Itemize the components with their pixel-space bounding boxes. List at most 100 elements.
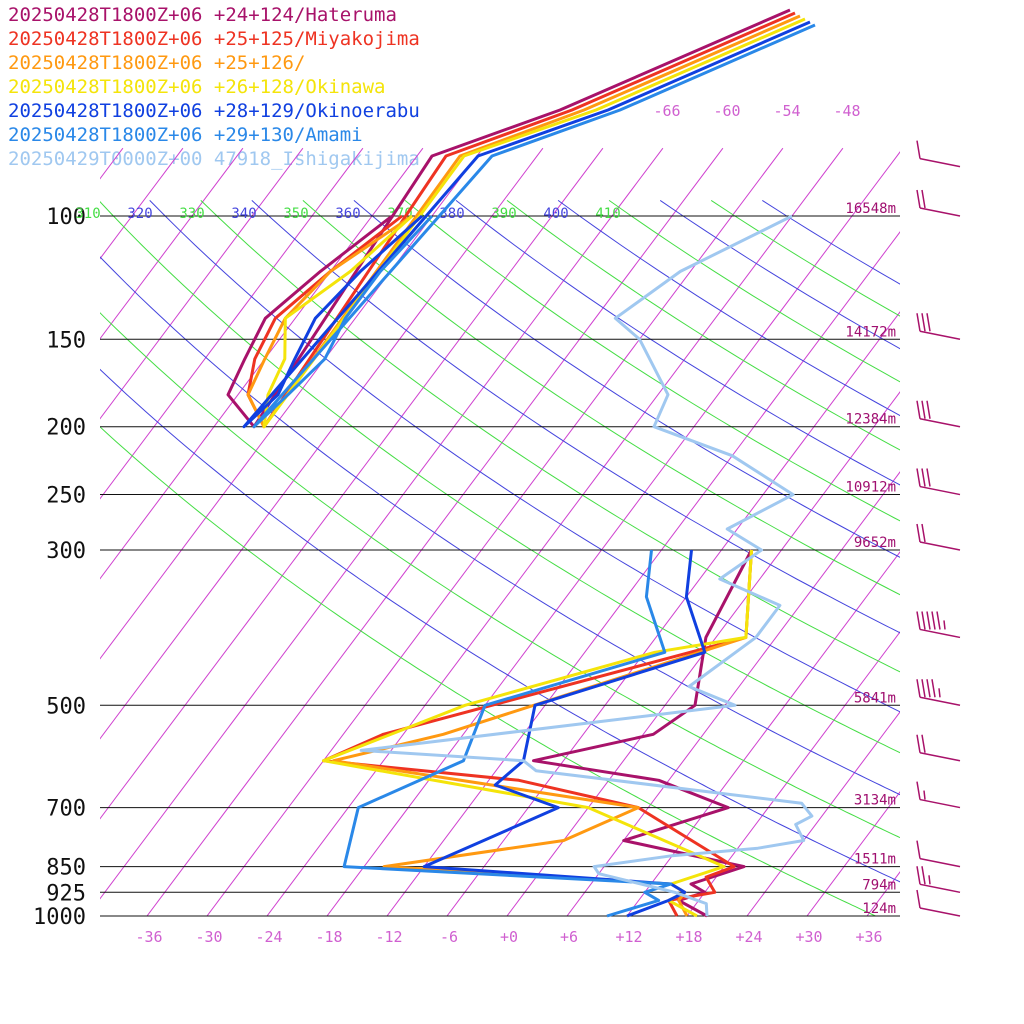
height-label: 124m [862,901,896,917]
dry-adiabat [404,200,900,522]
theta-label: 380 [439,206,464,222]
pressure-label: 100 [46,205,86,230]
wind-barb [916,734,961,762]
isotherm [100,147,184,260]
isotherm [686,631,900,916]
wind-barb-shaft [919,696,961,707]
pressure-label: 850 [46,856,86,881]
temperature-tick-label: +0 [500,928,518,946]
height-label: 12384m [845,412,896,428]
wind-barb-feather [916,523,921,543]
wind-barb-half-feather [923,790,926,800]
wind-barb-shaft [919,798,961,809]
dry-adiabat [455,200,900,486]
upper-temp-label: -60 [713,102,740,120]
dry-adiabat [608,199,900,383]
wind-barb-feather [916,611,921,630]
plot-area [0,147,1024,916]
isotherm [506,391,900,916]
temperature-tick-label: +18 [675,928,702,946]
wind-barb-feather [916,734,921,753]
pressure-label: 300 [46,539,86,564]
sounding-line [359,214,814,917]
wind-barb-feather [931,611,936,630]
temperature-tick-label: -24 [255,928,282,946]
dry-adiabat [302,200,900,596]
wind-barb [916,523,961,551]
isotherm [626,551,900,916]
upper-sounding-line [252,23,816,429]
temperature-tick-label: -36 [135,928,162,946]
temperature-tick-label: +30 [795,928,822,946]
wind-barb [916,889,961,917]
dry-adiabat [100,312,900,839]
theta-label: 340 [231,206,256,222]
wind-barb [916,140,961,168]
wind-barb-feather [916,889,921,909]
legend-entry: 20250428T1800Z+06 +29+130/Amami [8,124,363,146]
temperature-tick-label: -30 [195,928,222,946]
theta-label: 370 [387,206,412,222]
dry-adiabat [251,200,900,634]
wind-barb-half-feather [938,688,941,698]
height-label: 3134m [854,793,896,809]
dry-adiabat [100,201,900,754]
dry-adiabat [506,200,900,451]
isotherm [566,471,900,916]
wind-barb-feather [916,781,921,800]
wind-barb-shaft [919,857,961,868]
dry-adiabat [353,200,900,558]
isotherm [100,147,544,740]
upper-sounding-line [246,14,801,429]
upper-temp-label: -54 [773,102,800,120]
sounding-line [532,549,753,918]
wind-barb-feather [916,400,921,419]
dry-adiabat [762,199,900,285]
wind-barb-feather [921,523,926,543]
wind-barb-feather [926,611,931,630]
legend-entry: 20250428T1800Z+06 +24+124/Hateruma [8,4,397,26]
wind-barb [916,866,961,894]
wind-barb-shaft [919,417,961,428]
wind-barb-feather [926,679,931,698]
sounding-line [342,549,673,918]
theta-label: 350 [283,206,308,222]
wind-barb-feather [921,611,926,630]
temperature-tick-label: +6 [560,928,578,946]
theta-label: 320 [127,206,152,222]
wind-barb [916,781,961,809]
temperature-tick-label: -12 [375,928,402,946]
isotherm [206,147,784,916]
dry-adiabat [200,200,900,673]
wind-barb [916,468,961,496]
wind-barb-feather [921,313,926,332]
isotherm [806,791,900,916]
temperature-tick-label: -18 [315,928,342,946]
theta-label: 410 [595,206,620,222]
wind-barb [916,611,961,639]
wind-barb-feather [926,313,931,332]
pressure-label: 1000 [33,905,86,930]
legend-entry: 20250428T1800Z+06 +28+129/Okinoerabu [8,100,420,122]
wind-barb-feather [936,611,941,630]
theta-label: 390 [491,206,516,222]
legend-entry: 20250428T1800Z+06 +25+126/ [8,52,306,74]
wind-barb-feather [931,679,936,698]
height-label: 1511m [854,852,896,868]
upper-sounding-line [262,17,806,429]
dry-adiabat [149,200,900,713]
temperature-tick-label: +24 [735,928,762,946]
wind-barb [916,189,961,217]
isotherm [0,148,3,916]
isotherm [927,148,1024,916]
wind-barb [916,400,961,428]
theta-label: 310 [75,206,100,222]
wind-barb [916,313,961,340]
isotherm [100,147,664,900]
wind-barb [916,840,961,868]
temperature-tick-label: -6 [440,928,458,946]
wind-barb-shaft [919,330,961,340]
theta-label: 400 [543,206,568,222]
isotherm [326,151,900,916]
